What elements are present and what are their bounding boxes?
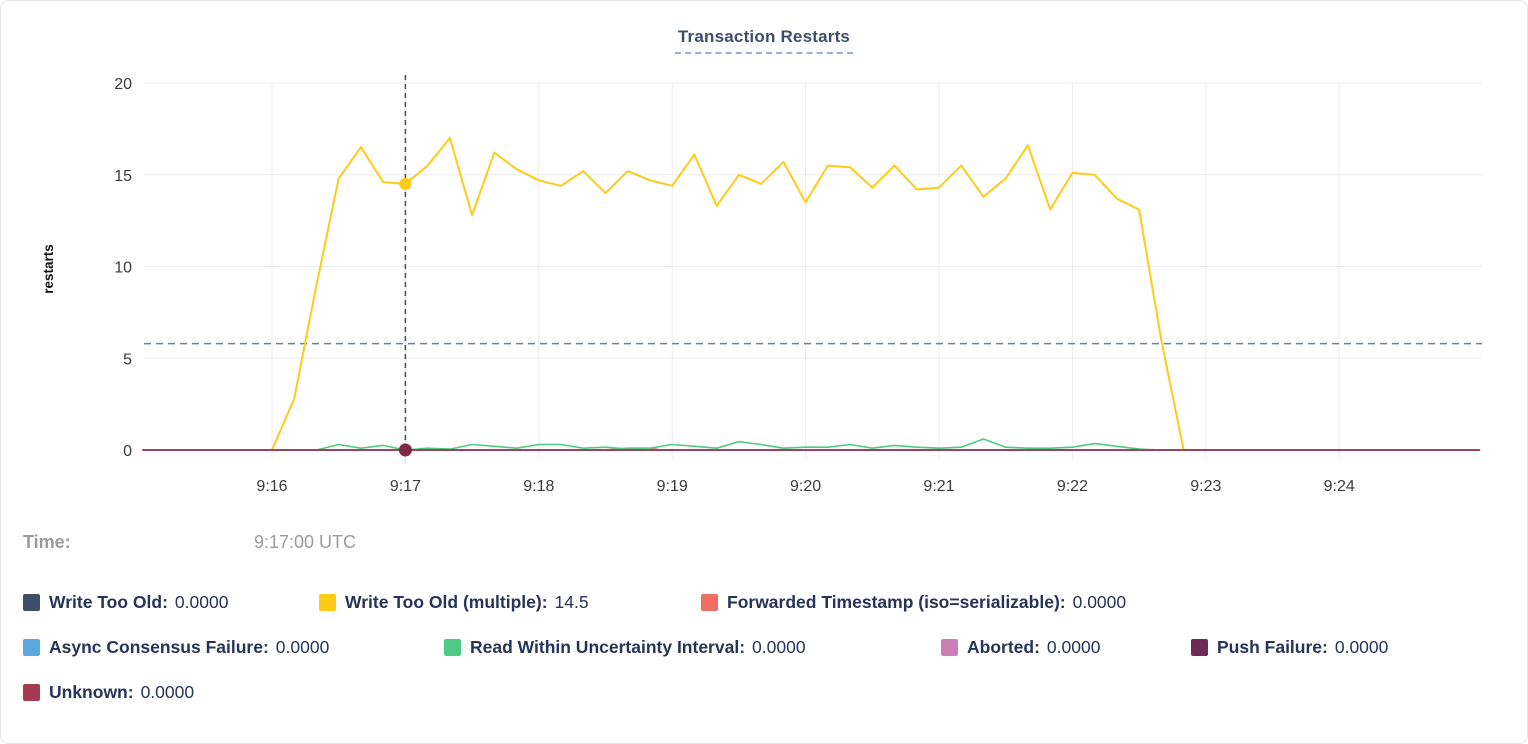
chart-title[interactable]: Transaction Restarts xyxy=(674,27,854,54)
legend-label: Push Failure: xyxy=(1217,637,1328,657)
write-too-old-swatch-icon xyxy=(23,594,40,611)
chart-title-wrap: Transaction Restarts xyxy=(1,27,1527,54)
transaction-restarts-chart[interactable]: 9:16 9:17 9:18 9:19 9:20 9:21 9:22 9:23 9:24 0 5 10… xyxy=(1,1,1528,521)
hover-point xyxy=(399,177,412,190)
legend-value: 14.5 xyxy=(554,592,589,612)
legend-row: Write Too Old: 0.0000 Write Too Old (mul… xyxy=(1,592,1527,616)
x-tick-label: 9:23 xyxy=(1190,478,1221,495)
legend-row: Unknown: 0.0000 xyxy=(1,682,1527,706)
aborted-swatch-icon xyxy=(941,639,958,656)
legend-label: Unknown: xyxy=(49,682,134,702)
legend-label: Async Consensus Failure: xyxy=(49,637,269,657)
legend-value: 0.0000 xyxy=(752,637,806,657)
y-tick-label: 15 xyxy=(114,168,132,185)
legend-label: Write Too Old (multiple): xyxy=(345,592,548,612)
y-tick-label: 0 xyxy=(123,443,132,460)
legend-row: Async Consensus Failure: 0.0000 Read Wit… xyxy=(1,637,1527,661)
read-within-uncertainty-swatch-icon xyxy=(444,639,461,656)
legend-item-read-within-uncertainty: Read Within Uncertainty Interval: 0.0000 xyxy=(444,637,806,658)
legend-item-async-consensus-failure: Async Consensus Failure: 0.0000 xyxy=(23,637,329,658)
legend-label: Aborted: xyxy=(967,637,1040,657)
y-tick-label: 10 xyxy=(114,260,132,277)
x-tick-label: 9:19 xyxy=(657,478,688,495)
unknown-swatch-icon xyxy=(23,684,40,701)
legend-value: 0.0000 xyxy=(140,682,195,702)
y-axis-label: restarts xyxy=(41,244,56,294)
x-tick-label: 9:21 xyxy=(923,478,954,495)
legend-value: 0.0000 xyxy=(1072,592,1127,612)
legend-item-write-too-old-multiple: Write Too Old (multiple): 14.5 xyxy=(319,592,589,613)
legend-value: 0.0000 xyxy=(1046,637,1101,657)
x-tick-label: 9:17 xyxy=(390,478,421,495)
x-tick-label: 9:22 xyxy=(1057,478,1088,495)
legend-label: Forwarded Timestamp (iso=serializable): xyxy=(727,592,1066,612)
legend-item-aborted: Aborted: 0.0000 xyxy=(941,637,1100,658)
legend-item-push-failure: Push Failure: 0.0000 xyxy=(1191,637,1388,658)
legend-label: Write Too Old: xyxy=(49,592,168,612)
write-too-old-multiple-swatch-icon xyxy=(319,594,336,611)
hover-point xyxy=(398,443,412,457)
time-value: 9:17:00 UTC xyxy=(254,532,357,552)
series-line xyxy=(271,137,1185,451)
time-label: Time: xyxy=(23,532,71,552)
legend-item-forwarded-timestamp: Forwarded Timestamp (iso=serializable): … xyxy=(701,592,1126,613)
x-tick-label: 9:16 xyxy=(256,478,287,495)
legend-value: 0.0000 xyxy=(174,592,229,612)
push-failure-swatch-icon xyxy=(1191,639,1208,656)
legend-item-write-too-old: Write Too Old: 0.0000 xyxy=(23,592,228,613)
legend-value: 0.0000 xyxy=(1334,637,1389,657)
y-tick-label: 5 xyxy=(123,351,132,368)
hover-time-row: Time: 9:17:00 UTC xyxy=(1,532,1527,556)
forwarded-timestamp-swatch-icon xyxy=(701,594,718,611)
async-consensus-failure-swatch-icon xyxy=(23,639,40,656)
y-tick-label: 20 xyxy=(114,76,132,93)
x-tick-label: 9:18 xyxy=(523,478,554,495)
x-tick-label: 9:20 xyxy=(790,478,821,495)
legend-label: Read Within Uncertainty Interval: xyxy=(470,637,746,657)
legend-value: 0.0000 xyxy=(275,637,330,657)
series-line xyxy=(315,438,1185,451)
x-tick-label: 9:24 xyxy=(1324,478,1355,495)
legend-item-unknown: Unknown: 0.0000 xyxy=(23,682,194,703)
